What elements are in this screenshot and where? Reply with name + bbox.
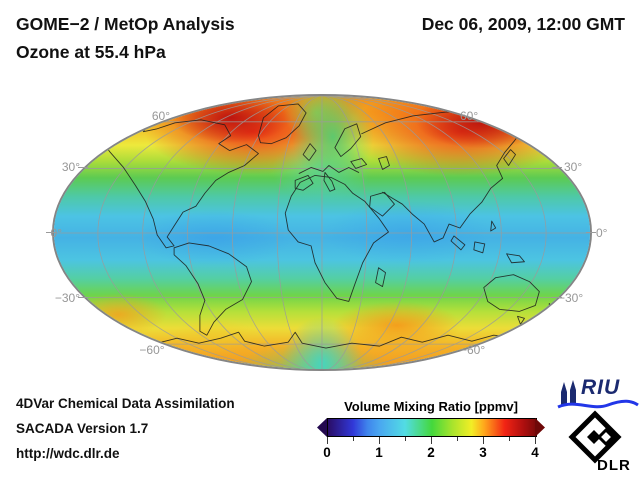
lat-label-60n-right: 60° [460,109,479,123]
lat-label-0-left: 0° [50,226,62,240]
riu-logo-text: RIU [581,376,621,399]
figure-title-line1: GOME−2 / MetOp Analysis [16,14,235,34]
colorbar-tick-minor [509,437,510,441]
lat-label-60n-left: 60° [151,109,170,123]
dlr-diamond-icon [568,410,622,464]
colorbar-label-2: 2 [427,445,435,460]
coastlines [99,103,555,349]
lat-label-30n-left: 30° [61,160,80,174]
colorbar-tick-minor [405,437,406,441]
colorbar-title: Volume Mixing Ratio [ppmv] [344,399,518,414]
dlr-logo: DLR [566,410,636,478]
colorbar-tick-4 [535,437,536,444]
colorbar-tick-3 [483,437,484,444]
colorbar-gradient [327,418,537,437]
footer-url: http://wdc.dlr.de [16,446,120,461]
riu-logo: RIU [556,376,640,412]
lat-tick-30s-left [78,297,88,298]
colorbar-label-3: 3 [479,445,487,460]
colorbar-tick-1 [379,437,380,444]
world-map [52,94,592,371]
colorbar-underflow-arrow [317,418,327,437]
footer-assimilation-label: 4DVar Chemical Data Assimilation [16,396,235,411]
timestamp: Dec 06, 2009, 12:00 GMT [421,14,625,34]
colorbar: Volume Mixing Ratio [ppmv] 0 1 2 3 4 [317,399,545,465]
dlr-logo-text: DLR [597,457,631,474]
lat-label-0-right: 0° [596,226,608,240]
colorbar-tick-minor [457,437,458,441]
lat-tick-30n-left [78,167,88,168]
lat-tick-30n-right [552,167,562,168]
lat-label-60s-left: −60° [139,343,165,357]
figure-title-line2: Ozone at 55.4 hPa [16,42,166,62]
colorbar-overflow-arrow [535,418,545,437]
colorbar-tick-0 [327,437,328,444]
colorbar-tick-2 [431,437,432,444]
lat-label-30s-right: −30° [558,291,584,305]
colorbar-label-4: 4 [531,445,539,460]
map-overlay [54,96,590,369]
colorbar-tick-minor [353,437,354,441]
lat-tick-0-right [586,232,596,233]
cathedral-icon [561,380,576,405]
lat-tick-0-left [46,232,56,233]
river-wave-icon [557,399,639,409]
lat-label-60s-right: −60° [460,343,486,357]
graticule-grid [54,96,590,369]
colorbar-label-1: 1 [375,445,383,460]
footer-version-label: SACADA Version 1.7 [16,421,149,436]
colorbar-label-0: 0 [323,445,331,460]
lat-tick-30s-right [552,297,562,298]
lat-label-30s-left: −30° [54,291,80,305]
lat-label-30n-right: 30° [564,160,583,174]
